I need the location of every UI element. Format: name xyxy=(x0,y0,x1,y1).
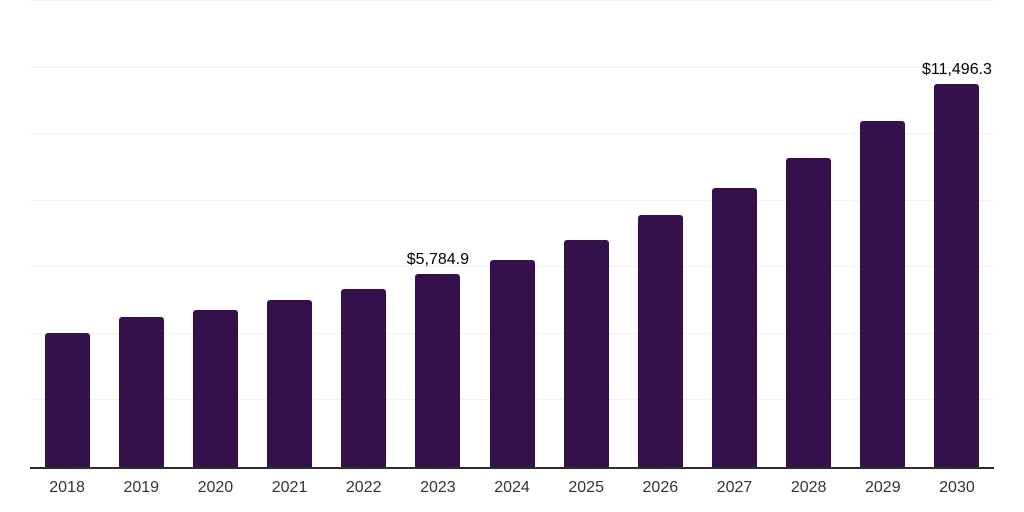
bar-2021 xyxy=(267,299,313,467)
x-tick-2030: 2030 xyxy=(939,479,975,496)
x-tick-2023: 2023 xyxy=(420,479,456,496)
bar-2028 xyxy=(786,158,832,467)
x-tick-2022: 2022 xyxy=(345,479,382,496)
bar-2026 xyxy=(637,214,683,467)
gridline-10000 xyxy=(30,133,994,135)
bar-slot-2023: $5,784.9 xyxy=(401,1,475,467)
x-tick-2024: 2024 xyxy=(494,479,530,496)
bars-row: $5,784.9 $11,496.3 xyxy=(30,1,994,467)
value-label-2030: $11,496.3 xyxy=(921,61,992,79)
bar-slot-2028 xyxy=(772,1,846,467)
gridline-8000 xyxy=(30,199,994,201)
bar-slot-2018 xyxy=(30,1,104,467)
x-tick-2020: 2020 xyxy=(197,479,234,496)
value-label-2023: $5,784.9 xyxy=(406,251,469,269)
bar-2025 xyxy=(563,239,609,467)
bar-slot-2020 xyxy=(178,1,252,467)
bar-slot-2029 xyxy=(846,1,920,467)
bar-slot-2030: $11,496.3 xyxy=(920,1,994,467)
x-tick-2027: 2027 xyxy=(716,479,753,496)
bar-2029 xyxy=(860,121,906,467)
x-tick-2029: 2029 xyxy=(865,479,901,496)
x-tick-2018: 2018 xyxy=(49,479,85,496)
bar-2019 xyxy=(118,316,164,467)
bar-slot-2025 xyxy=(549,1,623,467)
x-axis-labels: 2018 2019 2020 2021 2022 2023 2024 2025 2026 2027… xyxy=(30,478,994,497)
plot-area: $5,784.9 $11,496.3 xyxy=(30,0,994,469)
gridline-14000 xyxy=(30,0,994,1)
bar-2022 xyxy=(341,288,387,467)
bar-2020 xyxy=(192,309,238,467)
bar-2027 xyxy=(711,188,757,467)
bar-slot-2022 xyxy=(327,1,401,467)
bar-slot-2021 xyxy=(252,1,326,467)
bar-slot-2024 xyxy=(475,1,549,467)
x-tick-2026: 2026 xyxy=(642,479,679,496)
gridline-12000 xyxy=(30,66,994,68)
bar-slot-2026 xyxy=(623,1,697,467)
x-tick-2019: 2019 xyxy=(123,479,160,496)
bar-slot-2027 xyxy=(697,1,771,467)
x-tick-2028: 2028 xyxy=(790,479,827,496)
bar-slot-2019 xyxy=(104,1,178,467)
x-tick-2021: 2021 xyxy=(271,479,308,496)
bar-2030 xyxy=(934,84,980,467)
bar-2018 xyxy=(44,332,90,467)
x-tick-2025: 2025 xyxy=(568,479,604,496)
bar-2024 xyxy=(489,259,535,467)
bar-2023 xyxy=(415,274,461,467)
